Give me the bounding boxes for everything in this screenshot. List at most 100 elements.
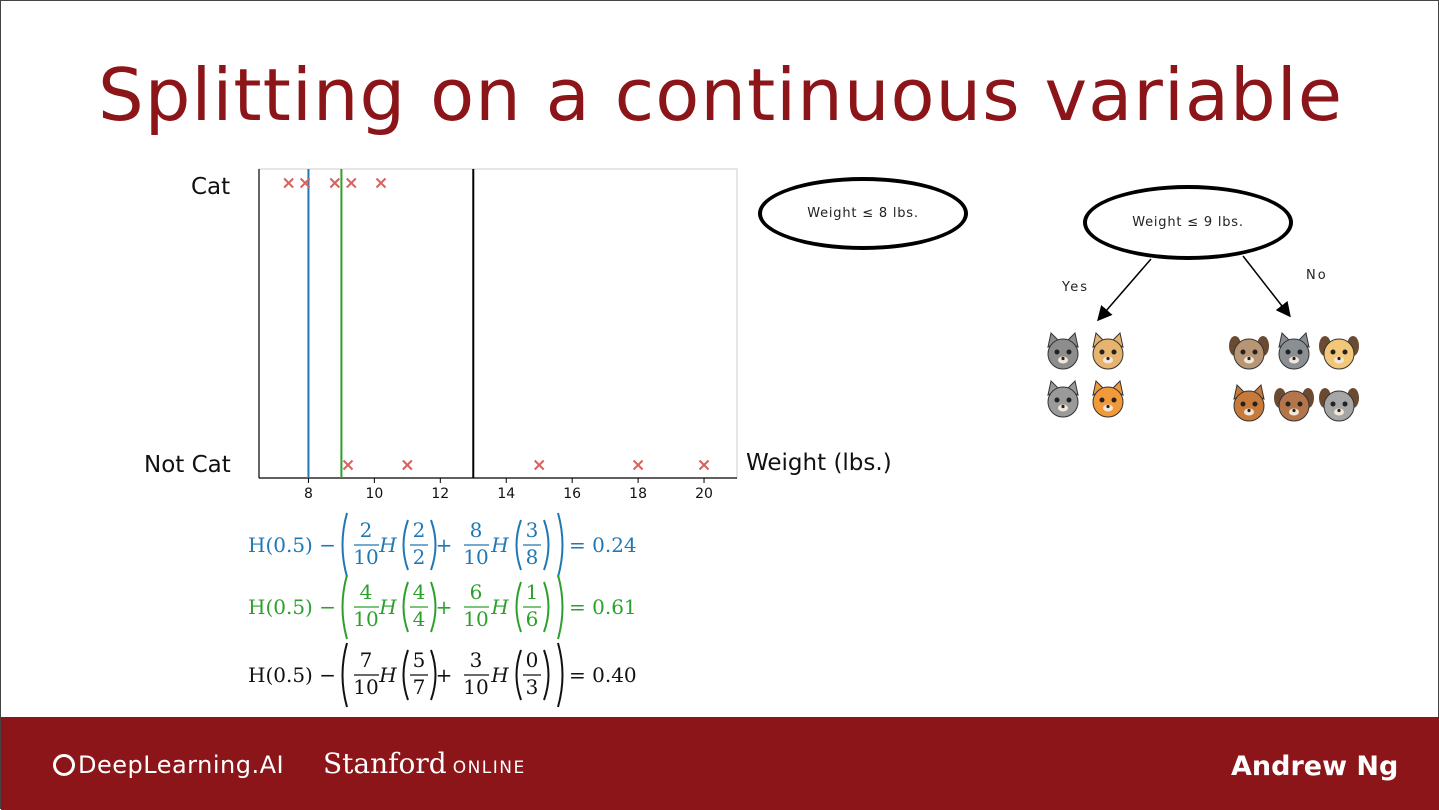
open-paren bbox=[515, 519, 522, 571]
fraction-numerator: 1 bbox=[526, 580, 539, 604]
x-axis-label: Weight (lbs.) bbox=[746, 450, 892, 476]
fraction-denominator: 2 bbox=[413, 545, 426, 569]
fraction-denominator: 3 bbox=[526, 675, 539, 699]
fraction-denominator: 10 bbox=[353, 545, 378, 569]
plus-sign: + bbox=[436, 595, 453, 619]
plus-sign: + bbox=[436, 663, 453, 687]
close-paren bbox=[557, 574, 564, 640]
not-cat-marker bbox=[533, 459, 545, 471]
fraction-numerator: 3 bbox=[526, 518, 539, 542]
fraction-numerator: 7 bbox=[360, 648, 373, 672]
entropy-symbol: H bbox=[490, 595, 509, 619]
not-cat-marker bbox=[402, 459, 413, 471]
dog-icon bbox=[1319, 383, 1359, 423]
not-cat-marker bbox=[698, 459, 710, 471]
dog-icon bbox=[1274, 383, 1314, 423]
fraction-denominator: 6 bbox=[526, 607, 539, 631]
fraction-denominator: 7 bbox=[413, 675, 426, 699]
close-paren bbox=[430, 519, 437, 571]
dog-icon bbox=[1229, 331, 1269, 371]
fraction-numerator: 3 bbox=[470, 648, 483, 672]
deeplearning-logo: DeepLearning.AI bbox=[53, 751, 284, 779]
x-tick-label: 8 bbox=[303, 486, 313, 502]
open-paren bbox=[341, 574, 348, 640]
open-paren bbox=[341, 642, 348, 708]
fraction-denominator: 10 bbox=[353, 607, 378, 631]
equation-lhs: H(0.5) − bbox=[248, 663, 336, 687]
fraction-denominator: 10 bbox=[463, 675, 488, 699]
entropy-equation: H(0.5) −410 H44 +610 H16 = 0.61 bbox=[248, 574, 637, 640]
equation-result: = 0.24 bbox=[569, 533, 637, 557]
online-wordmark: ONLINE bbox=[452, 758, 526, 778]
open-paren bbox=[402, 649, 409, 701]
equation-result: = 0.40 bbox=[569, 663, 637, 687]
fraction-numerator: 4 bbox=[360, 580, 373, 604]
close-paren bbox=[543, 581, 550, 633]
x-tick-label: 16 bbox=[563, 486, 582, 502]
cat-icon bbox=[1274, 331, 1314, 371]
decision-node-weight-9: Weight ≤ 9 lbs. bbox=[1083, 185, 1293, 260]
not-cat-marker bbox=[342, 459, 354, 471]
entropy-symbol: H bbox=[490, 663, 509, 687]
cat-icon bbox=[1229, 383, 1269, 423]
equation-result: = 0.61 bbox=[569, 595, 637, 619]
y-label-cat: Cat bbox=[191, 174, 231, 200]
cat-marker bbox=[329, 177, 341, 189]
x-tick-label: 10 bbox=[365, 486, 384, 502]
close-paren bbox=[543, 519, 550, 571]
fraction-denominator: 10 bbox=[353, 675, 378, 699]
cat-marker bbox=[283, 177, 294, 189]
yes-branch-arrow bbox=[1097, 258, 1152, 322]
open-paren bbox=[402, 581, 409, 633]
fraction-denominator: 4 bbox=[413, 607, 426, 631]
cat-marker bbox=[346, 177, 357, 189]
y-label-not-cat: Not Cat bbox=[144, 452, 231, 478]
open-paren bbox=[515, 581, 522, 633]
close-paren bbox=[557, 512, 564, 578]
cat-marker bbox=[299, 177, 311, 189]
deeplearning-wordmark: DeepLearning.AI bbox=[78, 751, 285, 779]
stanford-online-logo: Stanford ONLINE bbox=[323, 747, 526, 780]
entropy-equation: H(0.5) −210 H22 +810 H38 = 0.24 bbox=[248, 512, 637, 578]
fraction-numerator: 0 bbox=[526, 648, 539, 672]
close-paren bbox=[557, 642, 564, 708]
fraction-denominator: 10 bbox=[463, 545, 488, 569]
fraction-denominator: 8 bbox=[526, 545, 539, 569]
cat-marker bbox=[375, 177, 387, 189]
plus-sign: + bbox=[436, 533, 453, 557]
fraction-numerator: 2 bbox=[413, 518, 426, 542]
slide-title: Splitting on a continuous variable bbox=[98, 53, 1343, 137]
equation-lhs: H(0.5) − bbox=[248, 533, 336, 557]
not-cat-marker bbox=[632, 459, 644, 471]
dog-icon bbox=[1319, 331, 1359, 371]
open-paren bbox=[402, 519, 409, 571]
no-label: No bbox=[1306, 268, 1328, 283]
cat-icon bbox=[1043, 379, 1083, 419]
footer-bar bbox=[1, 717, 1439, 810]
x-tick-label: 18 bbox=[629, 486, 648, 502]
entropy-symbol: H bbox=[378, 595, 397, 619]
close-paren bbox=[430, 649, 437, 701]
close-paren bbox=[430, 581, 437, 633]
x-tick-label: 20 bbox=[695, 486, 713, 502]
stanford-wordmark: Stanford bbox=[323, 747, 447, 780]
cat-icon bbox=[1088, 331, 1128, 371]
open-paren bbox=[515, 649, 522, 701]
yes-label: Yes bbox=[1062, 280, 1089, 295]
close-paren bbox=[543, 649, 550, 701]
fraction-numerator: 8 bbox=[470, 518, 483, 542]
author-name: Andrew Ng bbox=[1231, 751, 1399, 782]
open-paren bbox=[341, 512, 348, 578]
entropy-symbol: H bbox=[378, 533, 397, 557]
x-tick-label: 14 bbox=[497, 486, 516, 502]
decision-node-weight-8: Weight ≤ 8 lbs. bbox=[758, 177, 968, 250]
entropy-symbol: H bbox=[378, 663, 397, 687]
cat-icon bbox=[1088, 379, 1128, 419]
entropy-equation: H(0.5) −710 H57 +310 H03 = 0.40 bbox=[248, 642, 637, 708]
fraction-numerator: 6 bbox=[470, 580, 483, 604]
decision-node-label: Weight ≤ 9 lbs. bbox=[1132, 215, 1244, 230]
fraction-numerator: 4 bbox=[413, 580, 426, 604]
